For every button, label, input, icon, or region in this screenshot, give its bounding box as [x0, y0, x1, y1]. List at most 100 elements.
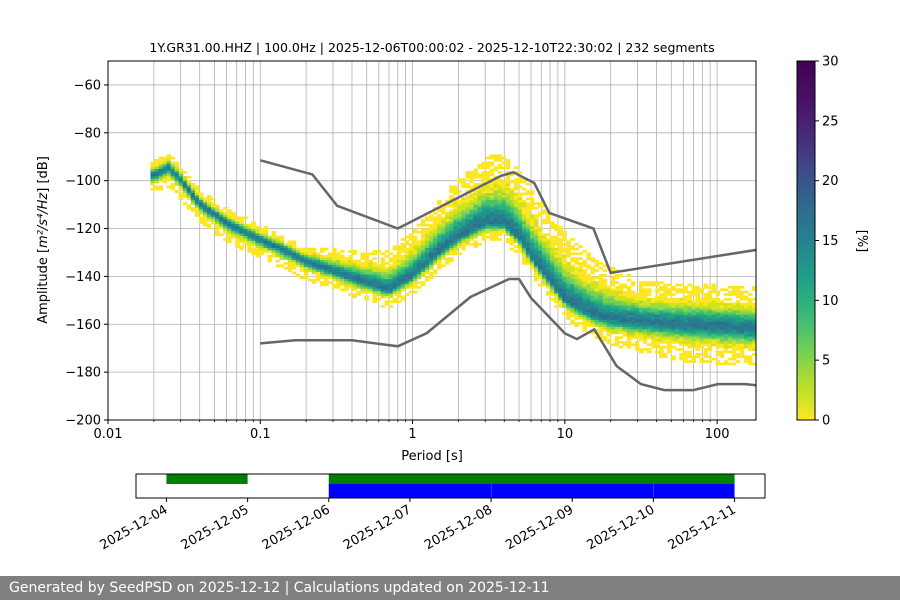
histogram-cell: [647, 312, 652, 315]
histogram-cell: [554, 283, 559, 287]
histogram-cell: [198, 192, 204, 196]
histogram-cell: [731, 357, 737, 361]
histogram-cell: [424, 259, 430, 263]
histogram-cell: [529, 190, 535, 193]
histogram-cell: [586, 309, 591, 313]
histogram-cell: [505, 199, 511, 203]
histogram-cell: [311, 266, 317, 270]
histogram-cell: [546, 274, 551, 277]
histogram-cell: [687, 300, 692, 304]
histogram-cell: [703, 343, 709, 347]
histogram-cell: [485, 209, 491, 213]
histogram-cell: [263, 233, 269, 237]
histogram-cell: [380, 283, 386, 287]
histogram-cell: [473, 240, 478, 244]
histogram-cell: [396, 276, 402, 280]
histogram-cell: [751, 326, 756, 330]
histogram-cell: [170, 185, 176, 189]
histogram-cell: [695, 338, 700, 342]
histogram-cell: [715, 321, 721, 325]
histogram-cell: [731, 336, 737, 339]
histogram-cell: [429, 254, 434, 258]
histogram-cell: [655, 317, 660, 320]
histogram-cell: [655, 336, 660, 339]
histogram-cell: [663, 336, 668, 339]
histogram-cell: [703, 307, 709, 311]
histogram-cell: [691, 345, 696, 349]
histogram-cell: [594, 317, 600, 320]
histogram-cell: [739, 319, 745, 323]
histogram-cell: [332, 269, 337, 272]
histogram-cell: [521, 254, 527, 258]
histogram-cell: [719, 312, 725, 315]
histogram-cell: [735, 295, 741, 299]
histogram-cell: [485, 235, 491, 239]
histogram-cell: [735, 348, 741, 351]
histogram-cell: [412, 245, 418, 248]
histogram-cell: [566, 276, 571, 280]
histogram-cell: [743, 319, 749, 323]
histogram-cell: [396, 257, 402, 260]
histogram-cell: [247, 238, 252, 241]
histogram-cell: [699, 319, 705, 323]
histogram-cell: [675, 348, 680, 351]
histogram-cell: [598, 317, 604, 320]
timeline-tick-label: 2025-12-11: [666, 502, 739, 553]
histogram-cell: [647, 324, 652, 327]
histogram-cell: [638, 321, 644, 325]
histogram-cell: [453, 252, 458, 256]
histogram-cell: [360, 262, 365, 265]
histogram-cell: [352, 276, 357, 280]
histogram-cell: [291, 245, 297, 248]
histogram-cell: [489, 192, 495, 196]
histogram-cell: [384, 254, 390, 258]
histogram-cell: [344, 266, 349, 270]
histogram-cell: [251, 221, 256, 225]
histogram-cell: [481, 161, 487, 165]
histogram-cell: [223, 206, 228, 210]
histogram-cell: [380, 274, 386, 277]
histogram-cell: [630, 281, 636, 284]
histogram-cell: [166, 161, 172, 165]
histogram-cell: [602, 321, 608, 325]
histogram-cell: [259, 230, 264, 234]
histogram-cell: [194, 209, 200, 213]
histogram-cell: [529, 214, 535, 217]
histogram-cell: [594, 319, 600, 323]
histogram-cell: [578, 295, 583, 299]
histogram-cell: [687, 338, 692, 342]
histogram-cell: [485, 183, 491, 186]
histogram-cell: [235, 230, 240, 234]
histogram-cell: [618, 336, 624, 339]
histogram-cell: [340, 262, 345, 265]
histogram-cell: [437, 238, 442, 241]
histogram-cell: [610, 331, 616, 335]
histogram-cell: [380, 271, 386, 275]
histogram-cell: [340, 269, 345, 272]
histogram-cell: [473, 230, 478, 234]
histogram-cell: [231, 235, 236, 239]
histogram-cell: [453, 211, 458, 215]
histogram-cell: [485, 230, 491, 234]
histogram-cell: [735, 324, 741, 327]
histogram-cell: [291, 264, 297, 268]
histogram-cell: [691, 307, 696, 311]
histogram-cell: [683, 312, 688, 315]
histogram-cell: [594, 285, 600, 289]
histogram-cell: [546, 276, 551, 280]
histogram-cell: [295, 247, 301, 251]
histogram-cell: [574, 283, 579, 287]
histogram-cell: [529, 192, 535, 196]
histogram-cell: [251, 240, 256, 244]
histogram-cell: [667, 324, 672, 327]
histogram-cell: [481, 192, 487, 196]
y-axis: −200−180−160−140−120−100−80−60: [65, 78, 108, 429]
histogram-cell: [630, 293, 636, 296]
histogram-cell: [586, 324, 591, 327]
histogram-cell: [473, 233, 478, 237]
histogram-cell: [376, 271, 382, 275]
histogram-cell: [194, 190, 200, 193]
histogram-cell: [751, 321, 756, 325]
histogram-cell: [299, 262, 305, 265]
histogram-cell: [711, 326, 717, 330]
